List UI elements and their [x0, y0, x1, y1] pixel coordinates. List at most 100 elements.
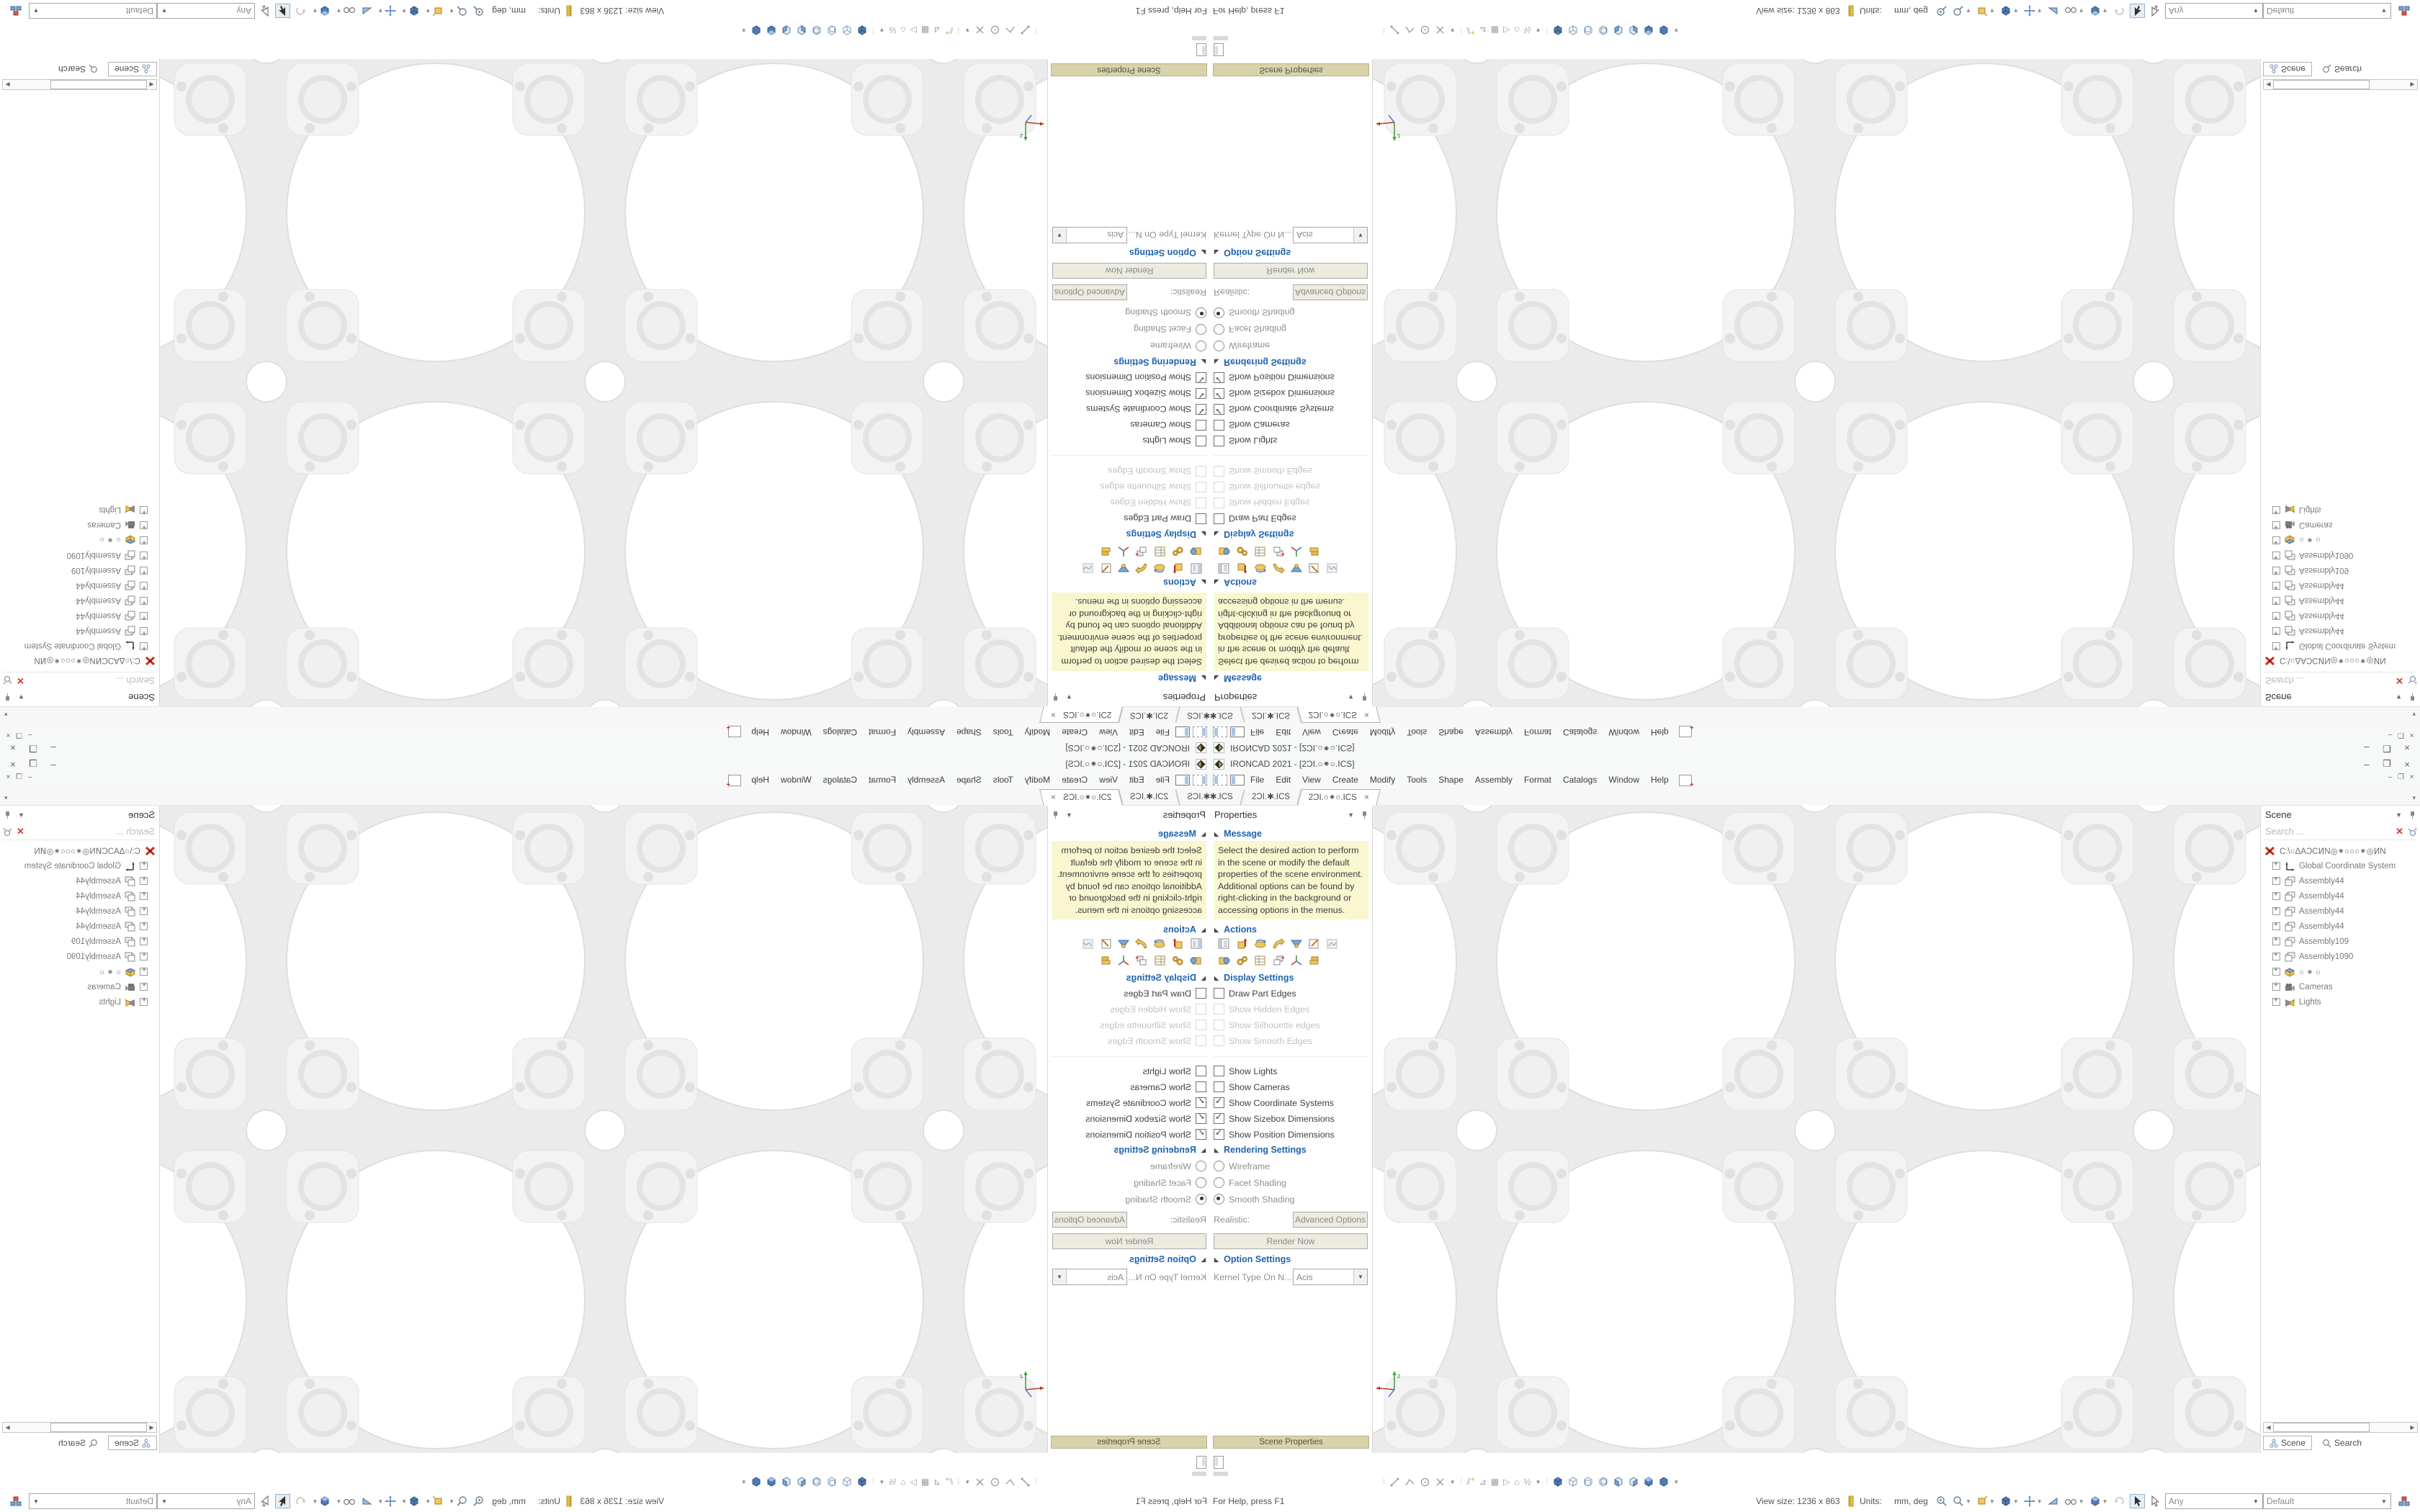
menu-modify[interactable]: Modify — [1369, 775, 1396, 785]
advanced-options-button[interactable]: Advanced Options — [1052, 284, 1127, 300]
menu-view[interactable]: View — [1099, 775, 1118, 785]
tree-item-global-coordinate-system[interactable]: Global Coordinate System — [2261, 639, 2420, 654]
view-front-icon[interactable] — [1582, 1476, 1593, 1488]
toolbar-grip-icon[interactable]: ⁞ — [872, 1477, 874, 1486]
chevron-down-icon[interactable]: ▼ — [18, 811, 24, 819]
highlight-search-icon[interactable]: ✳ — [3, 675, 13, 685]
parts-stack-icon[interactable] — [1307, 953, 1322, 968]
tree-item-assembly[interactable]: Assembly44 — [2261, 608, 2420, 624]
checkbox-show-coordinate-systems[interactable]: Show Coordinate Systems — [1048, 404, 1206, 415]
scene-root-item[interactable]: C:\○ΔAƆCͶN◎⁕○○○⁕◎ͶN — [0, 654, 159, 669]
highlight-search-icon[interactable]: ✳ — [2407, 675, 2417, 685]
clear-search-icon[interactable]: ✕ — [17, 826, 24, 837]
scene-root-item[interactable]: C:\○ΔAƆCͶN◎⁕○○○⁕◎ͶN — [2261, 843, 2420, 858]
tree-item-assembly[interactable]: Assembly44 — [2261, 624, 2420, 639]
menu-catalogs[interactable]: Catalogs — [823, 775, 858, 785]
chevron-down-icon[interactable]: ▼ — [2396, 693, 2402, 701]
checkbox-show-position-dimensions[interactable]: Show Position Dimensions — [1048, 372, 1206, 383]
checkbox-show-cameras[interactable]: Show Cameras — [1214, 1081, 1372, 1092]
polyline-tool-icon[interactable] — [1005, 1477, 1016, 1488]
scroll-left-icon[interactable]: ◀ — [2266, 81, 2271, 88]
units-value[interactable]: mm, deg — [492, 1496, 526, 1506]
view-front-icon[interactable] — [827, 24, 838, 36]
3d-viewport[interactable]: z — [160, 59, 1047, 707]
chevron-down-icon[interactable]: ▼ — [1966, 7, 1971, 14]
wedge-icon[interactable] — [2048, 5, 2059, 17]
toolbar-dock-thumb[interactable] — [1214, 36, 1228, 40]
triad-icon[interactable] — [1116, 544, 1131, 559]
radio-smooth-shading[interactable]: Smooth Shading — [1214, 1194, 1372, 1205]
tree-item-cameras[interactable]: Cameras — [0, 979, 159, 994]
scene-properties-footer-button[interactable]: Scene Properties — [1051, 1436, 1207, 1449]
pin-icon[interactable] — [1052, 811, 1059, 819]
toolbar-grip-icon[interactable]: ⁞ — [1460, 26, 1462, 35]
grid-icon[interactable]: ▦ — [1490, 25, 1500, 35]
structure-mode-icon[interactable] — [10, 1490, 22, 1512]
expand-icon[interactable] — [140, 907, 148, 915]
tree-item-cameras[interactable]: Cameras — [2261, 979, 2420, 994]
option-settings-header[interactable]: ◢ Option Settings — [1214, 248, 1291, 258]
units-value[interactable]: mm, deg — [492, 6, 526, 16]
view-cube-wire-icon[interactable] — [1567, 24, 1578, 36]
wedge-icon[interactable] — [361, 1495, 372, 1507]
checkbox-show-smooth-edges[interactable]: Show Smooth Edges — [1048, 466, 1206, 477]
view-top-icon[interactable] — [1643, 1476, 1654, 1488]
menu-modify[interactable]: Modify — [1369, 727, 1396, 737]
tree-item-lights[interactable]: Lights — [2261, 503, 2420, 518]
scrollbar-thumb[interactable] — [2273, 1423, 2370, 1432]
structure-mode-icon[interactable] — [10, 0, 22, 22]
view-back-icon[interactable] — [812, 24, 823, 36]
clear-search-icon[interactable]: ✕ — [2396, 675, 2403, 686]
menu-shape[interactable]: Shape — [956, 727, 982, 737]
display-settings-header[interactable]: ◢ Display Settings — [1126, 973, 1206, 983]
sheet-table-icon[interactable] — [1253, 953, 1268, 968]
structure-mode-icon[interactable] — [2398, 1490, 2410, 1512]
tree-item-assembly[interactable]: Assembly44 — [0, 873, 159, 888]
tree-item-assembly[interactable]: Assembly44 — [0, 904, 159, 919]
snap-flag-icon[interactable]: ▷ — [1503, 25, 1510, 35]
snap-half-icon[interactable]: ½ — [1523, 1477, 1531, 1487]
toggle-sidebar-icon[interactable] — [1175, 775, 1190, 786]
menu-help[interactable]: Help — [1651, 775, 1669, 785]
view-cube-shaded-icon[interactable] — [1552, 24, 1563, 36]
expand-icon[interactable] — [2272, 996, 2280, 1006]
actions-section-header[interactable]: ◢ Actions — [1163, 577, 1206, 588]
menu-edit[interactable]: Edit — [1276, 727, 1291, 737]
radio-facet-shading[interactable]: Facet Shading — [1048, 324, 1206, 335]
display-settings-header[interactable]: ◢ Display Settings — [1214, 973, 1294, 983]
tree-item-assembly[interactable]: Assembly44 — [2261, 578, 2420, 593]
advanced-options-button[interactable]: Advanced Options — [1293, 284, 1368, 300]
tree-item-lights[interactable]: Lights — [2261, 994, 2420, 1009]
menu-window[interactable]: Window — [780, 727, 812, 737]
scroll-left-icon[interactable]: ◀ — [149, 81, 154, 88]
restore-button[interactable]: ❐ — [29, 758, 37, 769]
scene-properties-footer-button[interactable]: Scene Properties — [1051, 63, 1207, 76]
menu-help[interactable]: Help — [751, 727, 769, 737]
expand-icon[interactable] — [2272, 966, 2280, 976]
kernel-type-combo[interactable]: Acis ▼ — [1052, 1269, 1127, 1285]
render-now-button[interactable]: Render Now — [1214, 263, 1368, 279]
view-iso-icon[interactable] — [751, 1476, 762, 1488]
message-section-header[interactable]: ◢ Message — [1158, 673, 1206, 683]
document-tab[interactable]: ƆI.✱.ICS — [1175, 790, 1210, 805]
chevron-down-icon[interactable]: ▼ — [740, 27, 747, 34]
child-close-button[interactable]: × — [2409, 731, 2414, 739]
config-combo[interactable]: Default ▼ — [29, 1493, 157, 1509]
scrollbar-thumb[interactable] — [2273, 80, 2370, 89]
menu-modify[interactable]: Modify — [1024, 727, 1051, 737]
horizontal-scrollbar[interactable]: ◀ ▶ — [2263, 79, 2418, 90]
snap-home-icon[interactable]: ⌂ — [1514, 1477, 1520, 1487]
radio-facet-shading[interactable]: Facet Shading — [1214, 324, 1372, 335]
chevron-down-icon[interactable]: ▼ — [449, 1498, 454, 1505]
chevron-down-icon[interactable]: ▼ — [1673, 27, 1680, 34]
message-section-header[interactable]: ◢ Message — [1158, 829, 1206, 839]
chevron-down-icon[interactable]: ▼ — [2078, 7, 2084, 14]
chevron-down-icon[interactable]: ▼ — [740, 1478, 747, 1485]
option-settings-header[interactable]: ◢ Option Settings — [1129, 248, 1206, 258]
checkbox-show-hidden-edges[interactable]: Show Hidden Edges — [1048, 1004, 1206, 1014]
tab-overflow-icon[interactable]: ▾ — [4, 794, 8, 801]
document-tab[interactable]: 2ƆI.✱.ICS — [1119, 790, 1180, 805]
pin-icon[interactable] — [1052, 693, 1059, 702]
tab-scene[interactable]: Scene — [2263, 62, 2313, 76]
menu-edit[interactable]: Edit — [1276, 775, 1291, 785]
